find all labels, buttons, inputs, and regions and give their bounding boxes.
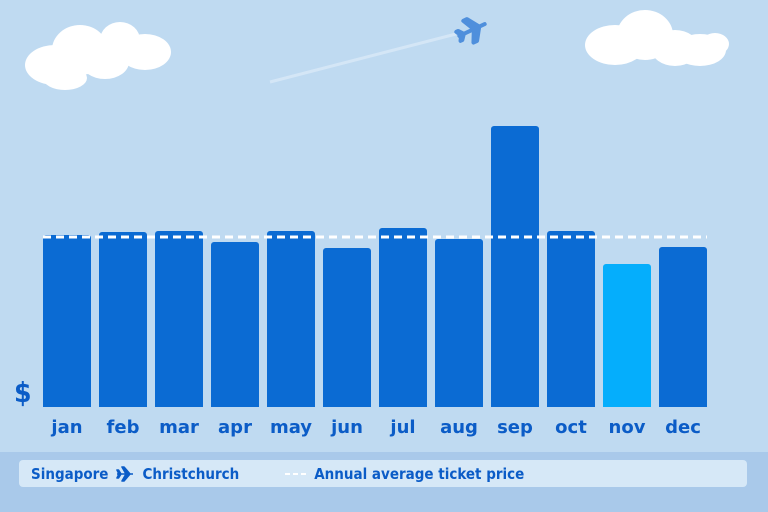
tick-label-jul: jul [389,417,415,438]
tick-label-apr: apr [218,417,252,438]
tick-label-jan: jan [50,417,82,438]
bar-jun [323,248,371,411]
bar-jul [379,228,427,411]
airplane-icon [116,465,134,482]
tick-label-oct: oct [555,417,587,438]
bar-dec [659,247,707,411]
legend: Singapore Christchurch Annual average ti… [19,460,747,487]
bar-may [267,231,315,411]
tick-label-dec: dec [665,417,701,438]
cloud-right [585,10,729,66]
bar-aug [435,239,483,411]
cloud-left [25,22,171,90]
y-axis-label: $ [14,376,32,409]
bar-oct [547,231,595,411]
tick-label-nov: nov [609,417,646,438]
bar-sep [491,126,539,411]
tick-label-aug: aug [440,417,478,438]
bar-mar [155,231,203,411]
bar-nov [603,264,651,411]
tick-label-sep: sep [497,417,533,438]
airplane-icon [454,17,487,45]
average-line-sample [285,472,307,475]
tick-label-mar: mar [159,417,199,438]
legend-average-label: Annual average ticket price [314,464,525,483]
bar-feb [99,232,147,411]
tick-label-feb: feb [107,417,140,438]
bar-jan [43,235,91,411]
tick-label-may: may [270,417,312,438]
baseline [0,407,768,411]
tick-label-jun: jun [330,417,363,438]
legend-destination: Christchurch [142,464,240,483]
bar-apr [211,242,259,411]
contrail [269,32,457,84]
legend-origin: Singapore [31,464,109,483]
